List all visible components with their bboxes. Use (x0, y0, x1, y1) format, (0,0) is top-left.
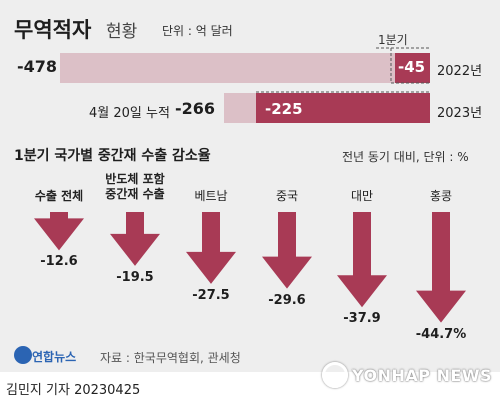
decline-arrow-2 (186, 212, 236, 284)
page-title: 무역적자 (14, 18, 92, 42)
q1-callout-label: 1분기 (378, 33, 408, 47)
decline-arrow-5 (416, 212, 466, 323)
value-label-0: -12.6 (40, 254, 78, 270)
decline-arrows (34, 212, 466, 323)
byline: 김민지 기자 20230425 (6, 383, 141, 398)
decline-arrow-0 (34, 212, 84, 251)
value-label-2022-q1: -45 (398, 58, 426, 76)
category-label-1-line-1: 중간재 수출 (105, 187, 165, 201)
value-label-4: -37.9 (343, 311, 381, 327)
year-label-2023: 2023년 (437, 106, 483, 121)
bar-2022-total (60, 53, 430, 83)
yonhap-logo-text: 연합뉴스 (32, 350, 77, 364)
decline-arrow-1 (110, 212, 160, 266)
cumulative-prefix-label: 4월 20일 누적 (89, 106, 170, 121)
yonhap-logo-icon (14, 346, 32, 364)
category-label-3: 중국 (242, 189, 332, 204)
unit-label: 단위 : 억 달러 (162, 24, 233, 38)
category-label-5-line-0: 홍콩 (429, 189, 453, 203)
value-label-3: -29.6 (268, 292, 306, 308)
category-label-4-line-0: 대만 (350, 189, 374, 203)
category-label-1-line-0: 반도체 포함 (105, 172, 165, 186)
decline-arrow-3 (262, 212, 312, 289)
category-label-0: 수출 전체 (14, 189, 104, 204)
value-label-2023-q1: -225 (265, 100, 303, 118)
category-label-3-line-0: 중국 (275, 189, 299, 203)
section-unit-label: 전년 동기 대비, 단위 : % (342, 150, 469, 164)
value-label-2023-total: -266 (175, 99, 216, 118)
section-title-decline-rate: 1분기 국가별 중간재 수출 감소율 (14, 148, 211, 164)
bar-2022-q1 (395, 53, 430, 83)
year-label-2022: 2022년 (437, 64, 483, 79)
value-label-5: -44.7% (415, 326, 467, 342)
bar-2023-q1 (255, 93, 430, 123)
source-label: 자료 : 한국무역협회, 관세청 (100, 351, 241, 365)
watermark-text: YONHAP NEWS (352, 366, 493, 385)
q1-callout-bracket (376, 47, 430, 84)
category-label-5: 홍콩 (396, 189, 486, 204)
watermark-icon (322, 362, 348, 388)
value-label-2: -27.5 (192, 287, 230, 303)
value-label-2022-total: -478 (17, 57, 58, 76)
category-label-1: 반도체 포함 중간재 수출 (90, 172, 180, 202)
category-label-4: 대만 (317, 189, 407, 204)
category-label-0-line-0: 수출 전체 (34, 189, 84, 203)
category-label-2-line-0: 베트남 (194, 189, 228, 203)
category-label-2: 베트남 (166, 189, 256, 204)
page-subtitle: 현황 (106, 22, 138, 42)
decline-arrow-4 (337, 212, 387, 308)
value-label-1: -19.5 (116, 269, 154, 285)
